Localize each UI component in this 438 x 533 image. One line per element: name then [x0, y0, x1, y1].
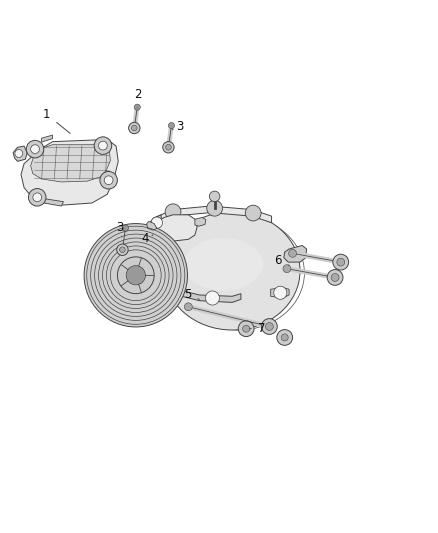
Text: 3: 3 — [173, 120, 183, 133]
Polygon shape — [21, 140, 118, 205]
Circle shape — [26, 140, 44, 158]
Ellipse shape — [184, 238, 263, 290]
Circle shape — [333, 254, 349, 270]
Circle shape — [209, 191, 220, 201]
Polygon shape — [42, 135, 53, 142]
Polygon shape — [154, 215, 197, 241]
Circle shape — [117, 257, 154, 294]
Polygon shape — [147, 221, 157, 230]
Circle shape — [274, 286, 287, 300]
Text: 4: 4 — [141, 232, 153, 245]
Circle shape — [283, 265, 291, 273]
Text: 3: 3 — [116, 221, 123, 237]
Circle shape — [337, 258, 345, 266]
Circle shape — [163, 142, 174, 153]
Circle shape — [205, 291, 219, 305]
Ellipse shape — [164, 212, 300, 330]
Circle shape — [33, 193, 42, 201]
Circle shape — [15, 150, 23, 157]
Polygon shape — [284, 246, 307, 262]
Circle shape — [331, 273, 339, 281]
Circle shape — [94, 137, 112, 155]
Circle shape — [207, 200, 223, 216]
Circle shape — [31, 145, 39, 154]
Circle shape — [245, 205, 261, 221]
Circle shape — [151, 235, 162, 246]
Circle shape — [120, 247, 125, 253]
Circle shape — [327, 270, 343, 285]
Polygon shape — [195, 217, 206, 226]
Text: 6: 6 — [274, 254, 289, 268]
Polygon shape — [44, 199, 64, 206]
Circle shape — [100, 172, 117, 189]
Polygon shape — [13, 146, 27, 161]
Circle shape — [99, 141, 107, 150]
Circle shape — [151, 217, 162, 229]
Circle shape — [126, 265, 145, 285]
Circle shape — [84, 223, 187, 327]
Text: 2: 2 — [134, 88, 142, 108]
Circle shape — [277, 329, 293, 345]
Polygon shape — [271, 287, 289, 298]
Polygon shape — [182, 290, 241, 302]
Circle shape — [281, 334, 288, 341]
Circle shape — [104, 176, 113, 184]
Circle shape — [289, 249, 297, 257]
Circle shape — [129, 122, 140, 134]
Circle shape — [168, 123, 174, 128]
Polygon shape — [153, 206, 272, 225]
Polygon shape — [31, 145, 110, 182]
Circle shape — [117, 244, 128, 255]
Circle shape — [28, 189, 46, 206]
Circle shape — [243, 325, 250, 332]
Circle shape — [165, 204, 181, 220]
Text: 1: 1 — [43, 108, 70, 133]
Circle shape — [184, 303, 192, 311]
Circle shape — [134, 104, 140, 110]
Circle shape — [122, 225, 128, 231]
Polygon shape — [150, 215, 161, 247]
Text: 5: 5 — [184, 288, 199, 302]
Circle shape — [265, 322, 273, 330]
Circle shape — [166, 144, 171, 150]
Circle shape — [238, 321, 254, 336]
Circle shape — [131, 125, 137, 131]
Circle shape — [261, 319, 277, 334]
Text: 7: 7 — [250, 322, 266, 335]
